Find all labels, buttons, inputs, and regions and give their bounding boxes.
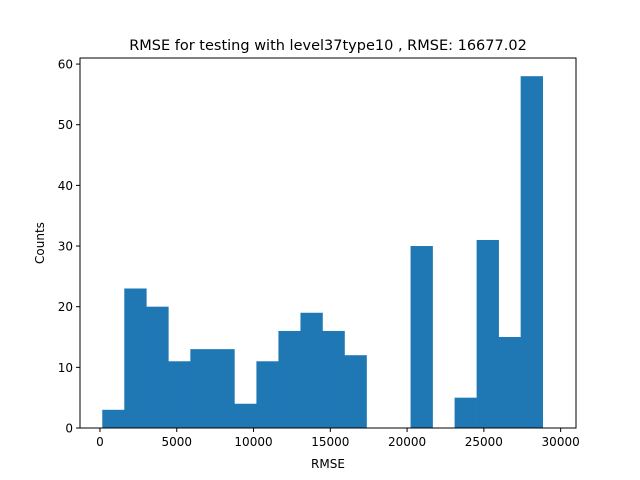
y-tick-label: 50 bbox=[58, 118, 73, 132]
y-axis-ticks: 0 10 20 30 40 50 60 bbox=[58, 58, 80, 436]
y-axis-label: Counts bbox=[33, 222, 47, 264]
histogram-bar bbox=[344, 355, 367, 428]
y-tick-label: 0 bbox=[65, 422, 73, 436]
histogram-bar bbox=[410, 246, 433, 428]
histogram-bar bbox=[498, 337, 521, 428]
histogram-bars bbox=[102, 76, 543, 429]
histogram-bar bbox=[212, 349, 235, 428]
x-tick-label: 25000 bbox=[465, 435, 503, 449]
plot-frame bbox=[79, 57, 577, 429]
histogram-bar bbox=[234, 403, 257, 428]
y-tick-label: 10 bbox=[58, 361, 73, 375]
histogram-bar bbox=[190, 349, 213, 428]
x-axis-label: RMSE bbox=[311, 457, 345, 471]
x-tick-label: 5000 bbox=[161, 435, 192, 449]
histogram-bar bbox=[124, 288, 147, 428]
y-tick-label: 60 bbox=[58, 58, 73, 72]
histogram-bar bbox=[300, 312, 323, 428]
y-tick-label: 40 bbox=[58, 179, 73, 193]
histogram-bar bbox=[322, 330, 345, 428]
y-tick-label: 30 bbox=[58, 240, 73, 254]
histogram-bar bbox=[256, 361, 279, 428]
x-tick-label: 20000 bbox=[388, 435, 426, 449]
histogram-bar bbox=[454, 397, 477, 428]
y-tick-label: 20 bbox=[58, 300, 73, 314]
histogram-bar bbox=[102, 409, 125, 428]
x-axis-ticks: 0 5000 10000 15000 20000 25000 30000 bbox=[96, 428, 580, 449]
histogram-bar bbox=[146, 306, 169, 428]
histogram-bar bbox=[520, 76, 543, 429]
histogram-bar bbox=[278, 330, 301, 428]
histogram-bar bbox=[476, 239, 499, 428]
x-tick-label: 15000 bbox=[311, 435, 349, 449]
x-tick-label: 0 bbox=[96, 435, 104, 449]
x-tick-label: 30000 bbox=[542, 435, 580, 449]
histogram-bar bbox=[168, 361, 191, 428]
chart-title: RMSE for testing with level37type10 , RM… bbox=[129, 38, 527, 54]
x-tick-label: 10000 bbox=[234, 435, 272, 449]
